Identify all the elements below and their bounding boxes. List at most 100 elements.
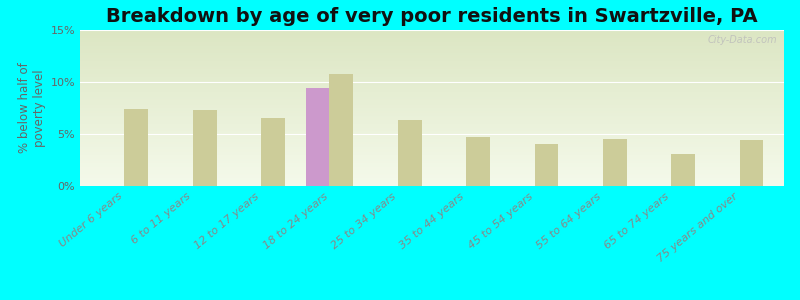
Bar	[80, 128, 784, 130]
Bar	[80, 95, 784, 97]
Bar	[80, 36, 784, 38]
Bar	[80, 163, 784, 164]
Bar	[330, 74, 354, 186]
Bar	[80, 58, 784, 60]
Bar	[80, 66, 784, 68]
Bar	[80, 38, 784, 39]
Bar	[80, 183, 784, 184]
Bar	[80, 116, 784, 117]
Bar	[261, 118, 285, 186]
Bar	[80, 52, 784, 53]
Bar	[80, 133, 784, 134]
Bar	[80, 184, 784, 186]
Bar	[80, 125, 784, 127]
Bar	[80, 60, 784, 61]
Bar	[80, 103, 784, 105]
Bar	[80, 49, 784, 50]
Bar	[80, 32, 784, 33]
Bar	[80, 33, 784, 35]
Bar	[80, 64, 784, 66]
Bar	[80, 41, 784, 43]
Bar	[80, 50, 784, 52]
Bar	[80, 44, 784, 46]
Bar	[80, 160, 784, 161]
Bar	[80, 30, 784, 31]
Bar	[80, 113, 784, 114]
Bar	[80, 105, 784, 106]
Bar	[80, 148, 784, 150]
Bar	[80, 175, 784, 177]
Bar	[80, 53, 784, 55]
Bar	[80, 80, 784, 82]
Bar	[80, 150, 784, 152]
Bar	[80, 77, 784, 78]
Bar	[80, 166, 784, 167]
Bar	[80, 47, 784, 49]
Bar	[80, 178, 784, 180]
Bar	[80, 144, 784, 146]
Bar	[80, 70, 784, 72]
Bar	[739, 140, 763, 186]
Bar	[80, 142, 784, 144]
Bar	[80, 130, 784, 131]
Bar	[80, 134, 784, 136]
Bar	[80, 122, 784, 124]
Bar	[80, 106, 784, 108]
Bar	[80, 86, 784, 88]
Bar	[80, 172, 784, 173]
Bar	[80, 152, 784, 153]
Bar	[80, 100, 784, 102]
Bar	[80, 111, 784, 113]
Bar	[193, 110, 217, 186]
Bar	[125, 109, 148, 186]
Bar	[80, 156, 784, 158]
Bar	[80, 170, 784, 172]
Text: City-Data.com: City-Data.com	[707, 35, 777, 45]
Bar	[80, 74, 784, 75]
Bar	[398, 121, 422, 186]
Bar	[80, 88, 784, 89]
Bar	[80, 158, 784, 160]
Bar	[80, 39, 784, 41]
Bar	[80, 173, 784, 175]
Bar	[80, 72, 784, 74]
Bar	[80, 136, 784, 138]
Bar	[80, 146, 784, 147]
Bar	[80, 61, 784, 63]
Bar	[80, 124, 784, 125]
Bar	[80, 55, 784, 56]
Bar	[671, 154, 695, 186]
Bar	[80, 180, 784, 181]
Bar	[80, 161, 784, 163]
Bar	[80, 139, 784, 141]
Bar	[80, 153, 784, 155]
Bar	[80, 46, 784, 47]
Bar	[80, 43, 784, 44]
Bar	[80, 108, 784, 110]
Bar	[80, 78, 784, 80]
Bar	[80, 92, 784, 94]
Bar	[80, 164, 784, 166]
Bar	[80, 138, 784, 139]
Bar	[80, 181, 784, 183]
Bar	[80, 75, 784, 77]
Bar	[80, 82, 784, 83]
Bar	[80, 85, 784, 86]
Bar	[80, 69, 784, 70]
Bar	[80, 114, 784, 116]
Bar	[80, 119, 784, 121]
Bar	[80, 102, 784, 103]
Bar	[534, 144, 558, 186]
Bar	[80, 91, 784, 92]
Bar	[80, 131, 784, 133]
Bar	[80, 117, 784, 119]
Bar	[80, 68, 784, 69]
Bar	[80, 99, 784, 100]
Bar	[80, 167, 784, 169]
Bar	[306, 88, 330, 186]
Y-axis label: % below half of
poverty level: % below half of poverty level	[18, 63, 46, 153]
Bar	[80, 56, 784, 58]
Bar	[80, 121, 784, 122]
Bar	[80, 89, 784, 91]
Bar	[80, 169, 784, 170]
